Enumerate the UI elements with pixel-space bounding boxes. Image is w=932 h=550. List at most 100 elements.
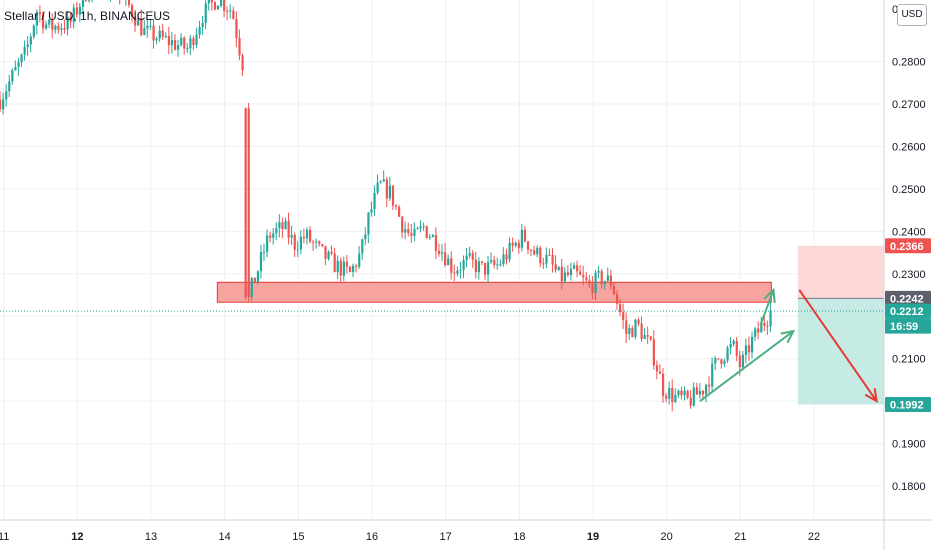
candle-body-up — [275, 228, 278, 234]
candle-body-up — [677, 390, 680, 395]
price-tag — [885, 397, 931, 413]
candle-body-up — [164, 36, 167, 38]
y-tick-label: 0.2500 — [892, 184, 926, 196]
candle-body-up — [465, 255, 468, 261]
candle-body-down — [167, 36, 171, 46]
x-tick-label: 17 — [440, 531, 452, 543]
candle-body-up — [462, 260, 465, 271]
candle-body-down — [333, 253, 336, 273]
candle-body-up — [379, 181, 382, 183]
candle-body-down — [253, 277, 256, 282]
y-tick-label: 0.2600 — [892, 141, 926, 153]
candle-body-up — [597, 271, 600, 273]
candle-body-up — [78, 6, 82, 15]
price-tag-label: 16:59 — [890, 321, 918, 333]
candle-body-up — [634, 319, 637, 338]
candle-body-down — [763, 322, 766, 326]
candle-body-up — [447, 258, 450, 266]
candle-body-up — [428, 236, 431, 238]
currency-button[interactable]: USD — [897, 4, 927, 26]
candle-body-down — [321, 243, 324, 247]
candle-body-up — [256, 271, 260, 282]
resistance-zone[interactable] — [216, 281, 772, 303]
candle-body-up — [704, 384, 708, 395]
x-tick-label: 11 — [0, 531, 9, 543]
candle-body-up — [668, 387, 671, 399]
y-tick-label: 0.2300 — [892, 269, 926, 281]
candle-body-down — [483, 262, 487, 275]
candle-body-down — [407, 229, 410, 234]
candle-body-down — [312, 241, 315, 243]
candle-body-down — [708, 384, 711, 387]
candle-body-up — [66, 16, 69, 30]
candle-body-up — [419, 226, 422, 229]
candle-body-down — [695, 387, 698, 395]
trend-arrow-shaft — [699, 330, 794, 402]
candle-body-down — [183, 37, 186, 49]
candle-body-down — [51, 19, 54, 30]
candles — [0, 0, 772, 412]
candle-body-down — [566, 272, 570, 276]
x-tick-label: 15 — [292, 531, 304, 543]
candle-body-up — [262, 251, 266, 253]
candle-body-up — [373, 192, 376, 210]
candle-body-down — [69, 16, 72, 22]
y-tick-label: 0.2700 — [892, 99, 926, 111]
candle-body-up — [137, 18, 140, 26]
candle-body-up — [23, 47, 26, 55]
candle-body-up — [536, 247, 539, 255]
candle-body-down — [600, 271, 603, 285]
candle-body-up — [2, 99, 5, 110]
arrows[interactable] — [699, 287, 878, 404]
candle-body-down — [401, 216, 404, 233]
y-tick-label: 0.2800 — [892, 57, 926, 69]
candle-body-down — [622, 311, 625, 321]
price-tag-label: 0.2212 — [890, 306, 924, 318]
candle-body-up — [48, 19, 51, 25]
candle-body-up — [220, 0, 223, 6]
candle-body-down — [523, 229, 527, 242]
candle-body-down — [425, 226, 428, 238]
candle-body-up — [729, 343, 732, 348]
candle-body-up — [744, 345, 748, 355]
trade-box[interactable] — [797, 245, 884, 405]
candle-body-down — [766, 325, 769, 327]
candle-body-up — [72, 7, 75, 22]
candle-body-up — [499, 263, 502, 265]
candle-body-up — [557, 266, 560, 270]
candle-body-down — [63, 28, 66, 30]
trend-arrow-head — [763, 287, 776, 303]
x-tick-label: 12 — [71, 531, 83, 543]
candle-body-up — [336, 260, 339, 273]
x-tick-label: 21 — [734, 531, 746, 543]
candle-body-up — [207, 0, 210, 4]
candle-body-up — [413, 228, 416, 236]
candle-body-up — [272, 233, 275, 238]
candle-body-up — [569, 268, 573, 276]
candle-body-down — [0, 99, 2, 110]
candle-body-down — [720, 359, 723, 364]
candle-body-up — [17, 62, 20, 68]
candle-body-down — [318, 241, 321, 244]
candle-body-down — [511, 242, 514, 246]
price-axis-bg — [884, 0, 932, 550]
candle-body-up — [726, 347, 729, 361]
candle-body-up — [594, 272, 597, 294]
candle-body-down — [640, 323, 643, 340]
candle-body-down — [526, 241, 530, 250]
candle-body-up — [54, 25, 57, 30]
candle-body-up — [342, 261, 345, 276]
candle-body-up — [259, 252, 263, 272]
candle-body-down — [293, 234, 296, 250]
candle-body-down — [579, 271, 582, 275]
candle-body-down — [612, 285, 616, 295]
y-tick-label: 0.1800 — [892, 481, 926, 493]
candle-body-up — [155, 38, 158, 41]
candle-body-up — [692, 387, 695, 406]
x-tick-label: 19 — [587, 531, 599, 543]
candle-body-down — [701, 390, 705, 395]
candle-body-up — [643, 335, 646, 340]
candle-body-down — [130, 5, 134, 17]
